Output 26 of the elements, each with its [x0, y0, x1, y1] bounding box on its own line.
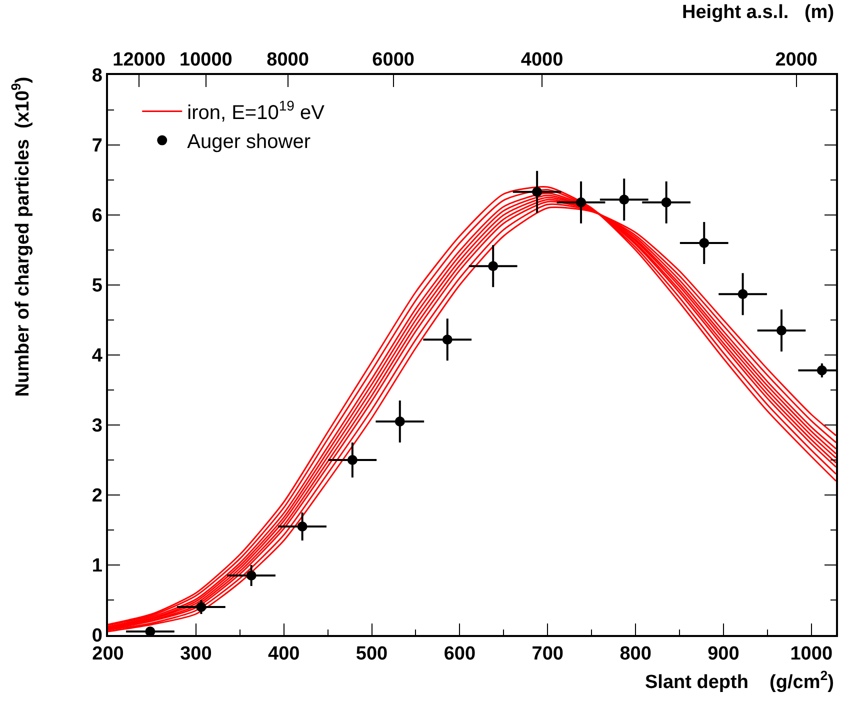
y-tick-label: 5	[92, 276, 103, 297]
x-tick-label: 800	[620, 644, 652, 665]
x-axis-title: Slant depth (g/cm$^{2}$)	[645, 668, 834, 693]
x2-tick-label: 12000	[112, 50, 166, 71]
x-tick-label: 900	[708, 644, 740, 665]
x2-tick-label: 2000	[775, 50, 818, 71]
x-tick-label: 600	[444, 644, 476, 665]
legend-label: iron, E=10$^{19}$ eV	[187, 98, 326, 124]
y-tick-label: 6	[92, 206, 102, 227]
x-tick-label: 400	[268, 644, 300, 665]
y-tick-label: 8	[92, 66, 102, 87]
legend-label: Auger shower	[187, 131, 311, 154]
x2-tick-label: 4000	[520, 50, 564, 71]
y-tick-label: 1	[92, 556, 103, 577]
x-tick-label: 700	[532, 644, 564, 665]
x2-tick-label: 6000	[372, 50, 414, 71]
y-tick-label: 3	[92, 416, 102, 437]
x-tick-label: 300	[180, 644, 212, 665]
y-tick-label: 2	[92, 486, 102, 507]
y-tick-label: 4	[92, 346, 103, 367]
x-tick-label: 500	[356, 644, 388, 665]
x2-tick-label: 10000	[180, 50, 232, 71]
x-tick-label: 1000	[790, 644, 833, 665]
x2-tick-label: 8000	[266, 50, 309, 71]
x2-axis-title: Height a.s.l. (m)	[682, 2, 834, 23]
y-tick-label: 7	[92, 136, 102, 157]
